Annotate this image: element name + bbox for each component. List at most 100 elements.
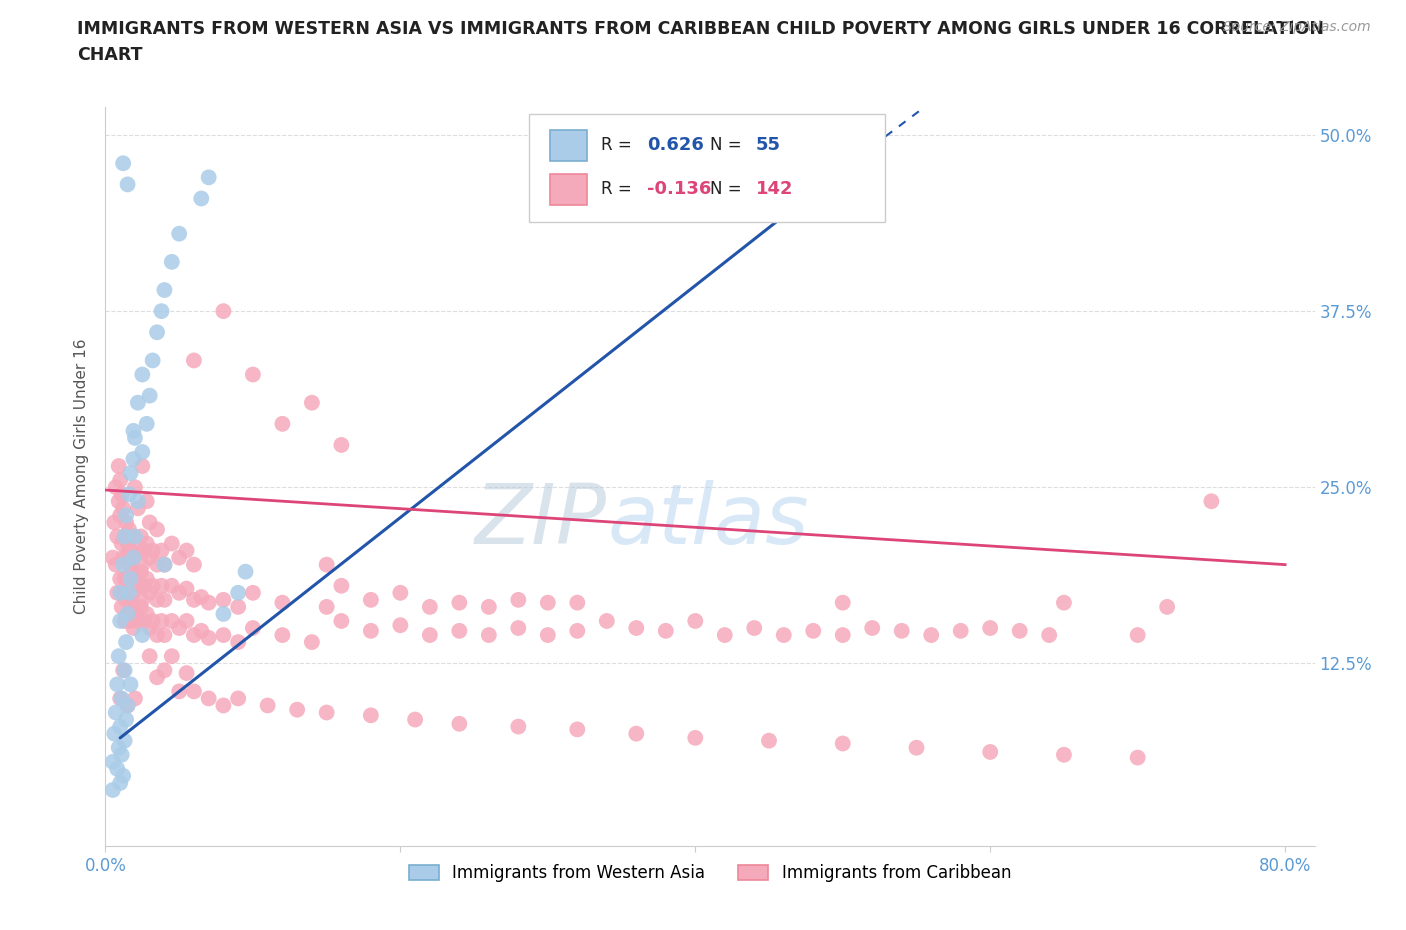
Point (713, 628, 735, 643)
Point (153, 628, 176, 643)
Point (419, 628, 441, 643)
Point (183, 557, 205, 572)
Point (115, 551, 138, 565)
Point (122, 551, 145, 565)
Point (111, 486, 134, 501)
Point (212, 304, 235, 319)
Point (160, 614, 183, 629)
Point (131, 557, 153, 572)
Point (508, 620, 530, 635)
Point (949, 623, 972, 638)
Point (146, 592, 169, 607)
Text: Source: ZipAtlas.com: Source: ZipAtlas.com (1223, 20, 1371, 34)
Point (122, 585, 145, 600)
Point (112, 585, 135, 600)
Point (114, 733, 136, 748)
Point (117, 698, 139, 713)
Point (212, 698, 235, 713)
Point (117, 606, 139, 621)
Point (131, 367, 153, 382)
FancyBboxPatch shape (550, 130, 586, 161)
Point (176, 666, 198, 681)
Point (890, 623, 912, 638)
Point (226, 634, 249, 649)
Point (256, 698, 278, 713)
Point (831, 736, 853, 751)
Point (449, 623, 471, 638)
Point (112, 551, 135, 565)
Point (108, 691, 131, 706)
Point (153, 592, 176, 607)
Text: 0.626: 0.626 (647, 136, 704, 153)
Point (122, 452, 145, 467)
Point (104, 480, 127, 495)
Point (271, 628, 294, 643)
Point (567, 722, 589, 737)
Point (197, 691, 219, 706)
Point (389, 618, 412, 632)
Point (105, 529, 128, 544)
Point (117, 606, 139, 621)
Point (131, 458, 153, 473)
Point (129, 529, 152, 544)
Point (1126, 751, 1149, 765)
Text: ZIP: ZIP (475, 481, 607, 562)
Point (104, 705, 127, 720)
Point (127, 543, 149, 558)
Point (111, 600, 134, 615)
Point (111, 748, 134, 763)
Point (138, 551, 160, 565)
Point (132, 543, 155, 558)
Point (315, 600, 337, 615)
Point (315, 705, 337, 720)
Point (112, 663, 135, 678)
Point (107, 494, 129, 509)
Point (330, 578, 353, 593)
Point (197, 631, 219, 645)
Point (117, 698, 139, 713)
Point (596, 614, 619, 629)
Point (226, 600, 249, 615)
Point (115, 592, 138, 607)
Point (176, 543, 198, 558)
Point (197, 170, 219, 185)
Point (920, 628, 942, 643)
Point (685, 730, 707, 745)
Point (105, 585, 128, 600)
Point (831, 595, 853, 610)
Point (131, 445, 153, 459)
Point (360, 592, 382, 607)
Point (108, 472, 131, 487)
Point (114, 571, 136, 586)
Point (108, 776, 131, 790)
Text: CHART: CHART (77, 46, 143, 64)
Point (124, 529, 146, 544)
Point (115, 515, 138, 530)
Point (127, 494, 149, 509)
Point (212, 606, 235, 621)
Point (860, 620, 883, 635)
Point (389, 585, 412, 600)
Point (122, 423, 145, 438)
Point (114, 614, 136, 629)
Point (129, 565, 152, 579)
Point (1053, 748, 1076, 763)
Point (138, 620, 160, 635)
Point (107, 458, 129, 473)
Point (226, 585, 249, 600)
Point (212, 628, 235, 643)
Point (478, 600, 501, 615)
Point (108, 719, 131, 734)
Point (112, 156, 135, 171)
Point (138, 585, 160, 600)
Text: IMMIGRANTS FROM WESTERN ASIA VS IMMIGRANTS FROM CARIBBEAN CHILD POVERTY AMONG GI: IMMIGRANTS FROM WESTERN ASIA VS IMMIGRAN… (77, 20, 1324, 38)
Point (104, 557, 127, 572)
Point (118, 592, 141, 607)
Point (138, 649, 160, 664)
Point (122, 551, 145, 565)
Point (105, 762, 128, 777)
Point (127, 614, 149, 629)
Point (111, 691, 134, 706)
Point (167, 620, 190, 635)
Point (120, 466, 142, 481)
